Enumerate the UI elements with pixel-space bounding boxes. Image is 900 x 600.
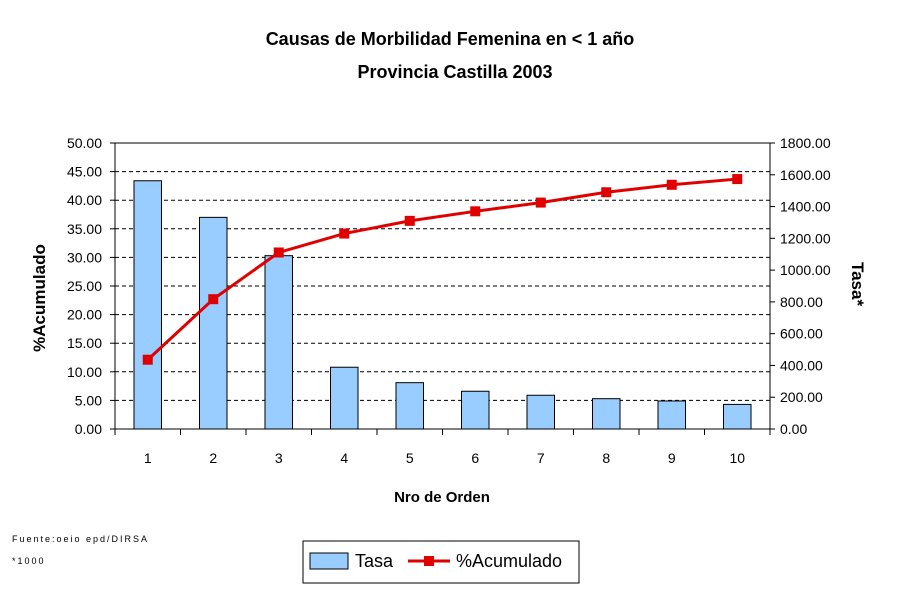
x-tick-label: 5 <box>406 450 414 466</box>
left-tick-label: 40.00 <box>67 192 102 208</box>
right-tick-label: 0.00 <box>780 421 807 437</box>
right-tick-label: 800.00 <box>780 294 823 310</box>
bar <box>657 400 687 430</box>
right-tick-label: 1200.00 <box>780 230 831 246</box>
y-axis-left-title: %Acumulado <box>30 244 49 352</box>
right-tick-label: 400.00 <box>780 357 823 373</box>
line-point <box>601 187 612 198</box>
line-point <box>470 206 481 217</box>
left-tick-label: 10.00 <box>67 364 102 380</box>
line-point <box>732 174 743 185</box>
left-tick-label: 0.00 <box>75 421 102 437</box>
x-tick-label: 8 <box>602 450 610 466</box>
line-point <box>535 197 546 208</box>
legend-bar-swatch <box>309 552 349 570</box>
left-tick-label: 30.00 <box>67 249 102 265</box>
x-tick-label: 4 <box>340 450 348 466</box>
legend-label-line: %Acumulado <box>456 551 562 571</box>
right-tick-label: 1800.00 <box>780 135 831 151</box>
y-axis-right-title: Tasa* <box>848 262 867 306</box>
left-tick-label: 20.00 <box>67 307 102 323</box>
x-axis-title: Nro de Orden <box>394 489 490 506</box>
x-tick-label: 9 <box>668 450 676 466</box>
left-tick-label: 15.00 <box>67 335 102 351</box>
x-tick-label: 10 <box>729 450 745 466</box>
legend-label-bar: Tasa <box>355 551 394 571</box>
line-point <box>273 247 284 258</box>
bar <box>395 382 425 430</box>
legend-line-marker <box>424 556 434 566</box>
bar <box>198 216 228 430</box>
line-point <box>142 354 153 365</box>
x-tick-label: 1 <box>144 450 152 466</box>
left-tick-label: 45.00 <box>67 164 102 180</box>
right-tick-label: 200.00 <box>780 389 823 405</box>
x-tick-label: 7 <box>537 450 545 466</box>
source-note: Fuente:oeio epd/DIRSA <box>12 534 149 544</box>
bar <box>722 403 752 430</box>
right-tick-label: 1600.00 <box>780 167 831 183</box>
left-tick-label: 25.00 <box>67 278 102 294</box>
x-tick-label: 6 <box>471 450 479 466</box>
bar <box>329 366 359 430</box>
left-tick-label: 35.00 <box>67 221 102 237</box>
x-tick-label: 2 <box>209 450 217 466</box>
x-axis: 1 2 3 4 5 6 7 8 9 10 <box>114 429 771 466</box>
bar <box>133 180 163 430</box>
left-tick-label: 50.00 <box>67 135 102 151</box>
line-point <box>339 228 350 239</box>
bar <box>264 255 294 430</box>
bar <box>460 390 490 430</box>
right-tick-label: 1400.00 <box>780 199 831 215</box>
bar <box>526 394 556 430</box>
chart-subtitle: Provincia Castilla 2003 <box>357 62 552 82</box>
legend: Tasa %Acumulado <box>302 540 580 584</box>
left-tick-label: 5.00 <box>75 392 102 408</box>
line-point <box>666 179 677 190</box>
bar <box>591 398 621 430</box>
footnote: *1000 <box>12 556 46 566</box>
right-axis: 0.00 200.00 400.00 600.00 800.00 1000.00 1200.… <box>770 135 831 437</box>
left-axis: 0.00 5.00 10.00 15.00 20.00 25.00 30.00 35.00 40… <box>67 135 115 437</box>
series-line <box>146 177 738 361</box>
bars-series <box>133 180 752 430</box>
line-point <box>404 215 415 226</box>
right-tick-label: 600.00 <box>780 326 823 342</box>
right-tick-label: 1000.00 <box>780 262 831 278</box>
x-tick-label: 3 <box>275 450 283 466</box>
line-point <box>208 294 219 305</box>
chart-title: Causas de Morbilidad Femenina en < 1 año <box>266 29 635 49</box>
line-series <box>142 174 743 365</box>
